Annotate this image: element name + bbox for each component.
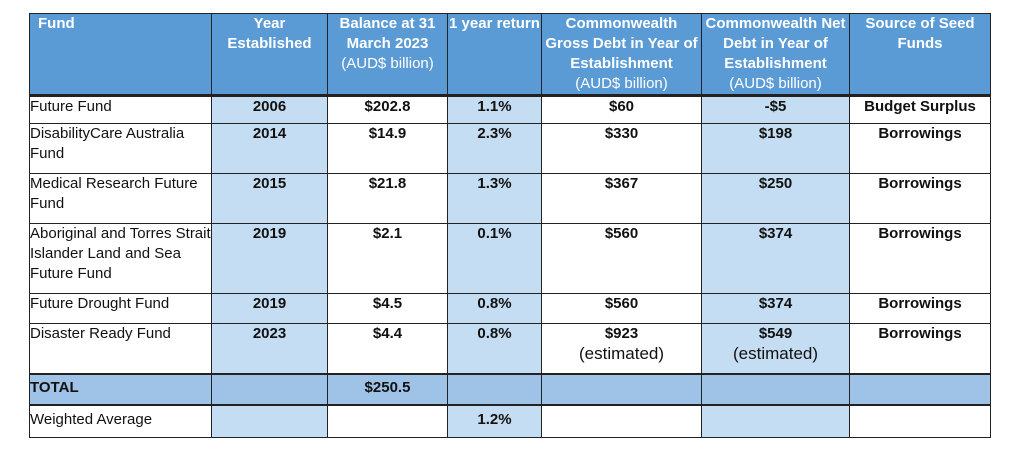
cell-net-debt: $374: [701, 293, 850, 324]
cell-source: Borrowings: [849, 123, 991, 174]
cell-balance: $14.9: [327, 123, 448, 174]
cell-year: 2019: [211, 293, 328, 324]
cell-balance: $21.8: [327, 173, 448, 224]
cell-year: 2006: [211, 95, 328, 124]
total-row: TOTAL $250.5: [29, 372, 991, 406]
cell-gross-debt: $367: [541, 173, 702, 224]
gross-debt-value: $923: [604, 325, 639, 342]
cell-fund: Disaster Ready Fund: [29, 323, 212, 374]
cell-balance: $4.4: [327, 323, 448, 374]
weighted-balance-empty: [327, 404, 448, 438]
weighted-label: Weighted Average: [29, 404, 212, 438]
cell-source: Borrowings: [849, 293, 991, 324]
header-net-unit: (AUD$ billion): [729, 75, 822, 92]
cell-net-debt: $374: [701, 223, 850, 294]
table-row: Future Fund 2006 $202.8 1.1% $60 -$5 Bud…: [29, 95, 991, 124]
net-debt-value: $549: [758, 325, 793, 342]
cell-return: 1.1%: [447, 95, 542, 124]
total-year-empty: [211, 372, 328, 406]
weighted-gross-empty: [541, 404, 702, 438]
header-net-debt: Commonwealth Net Debt in Year of Establi…: [701, 13, 850, 96]
cell-net-debt: $250: [701, 173, 850, 224]
header-balance: Balance at 31 March 2023 (AUD$ billion): [327, 13, 448, 96]
net-debt-note: (estimated): [732, 344, 819, 363]
weighted-net-empty: [701, 404, 850, 438]
table-header: Fund Year Established Balance at 31 Marc…: [29, 13, 991, 96]
cell-balance: $4.5: [327, 293, 448, 324]
header-net-label: Commonwealth Net Debt in Year of Establi…: [705, 15, 846, 72]
header-gross-debt: Commonwealth Gross Debt in Year of Estab…: [541, 13, 702, 96]
cell-source: Borrowings: [849, 323, 991, 374]
weighted-source-empty: [849, 404, 991, 438]
header-fund: Fund: [29, 13, 212, 96]
cell-return: 2.3%: [447, 123, 542, 174]
header-gross-label: Commonwealth Gross Debt in Year of Estab…: [545, 15, 698, 72]
table-row: Future Drought Fund 2019 $4.5 0.8% $560 …: [29, 293, 991, 324]
cell-fund: Future Drought Fund: [29, 293, 212, 324]
cell-balance: $202.8: [327, 95, 448, 124]
header-return: 1 year return: [447, 13, 542, 96]
cell-year: 2023: [211, 323, 328, 374]
cell-gross-debt: $923 (estimated): [541, 323, 702, 374]
cell-return: 0.8%: [447, 293, 542, 324]
weighted-average-row: Weighted Average 1.2%: [29, 404, 991, 438]
total-source-empty: [849, 372, 991, 406]
cell-fund: Aboriginal and Torres Strait Islander La…: [29, 223, 212, 294]
cell-balance: $2.1: [327, 223, 448, 294]
cell-return: 0.8%: [447, 323, 542, 374]
cell-year: 2019: [211, 223, 328, 294]
cell-year: 2015: [211, 173, 328, 224]
cell-fund: Medical Research Future Fund: [29, 173, 212, 224]
cell-year: 2014: [211, 123, 328, 174]
funds-table: Fund Year Established Balance at 31 Marc…: [29, 13, 991, 438]
total-label: TOTAL: [29, 372, 212, 406]
gross-debt-note: (estimated): [578, 344, 665, 363]
cell-return: 0.1%: [447, 223, 542, 294]
header-balance-label: Balance at 31 March 2023: [339, 15, 436, 52]
total-balance: $250.5: [327, 372, 448, 406]
cell-source: Budget Surplus: [849, 95, 991, 124]
header-source: Source of Seed Funds: [849, 13, 991, 96]
cell-return: 1.3%: [447, 173, 542, 224]
table-row: DisabilityCare Australia Fund 2014 $14.9…: [29, 123, 991, 174]
cell-net-debt: $198: [701, 123, 850, 174]
cell-source: Borrowings: [849, 173, 991, 224]
total-net-empty: [701, 372, 850, 406]
table-row: Aboriginal and Torres Strait Islander La…: [29, 223, 991, 294]
cell-source: Borrowings: [849, 223, 991, 294]
cell-gross-debt: $560: [541, 223, 702, 294]
weighted-year-empty: [211, 404, 328, 438]
header-balance-unit: (AUD$ billion): [341, 55, 434, 72]
header-gross-unit: (AUD$ billion): [575, 75, 668, 92]
cell-gross-debt: $60: [541, 95, 702, 124]
cell-gross-debt: $330: [541, 123, 702, 174]
table-row: Medical Research Future Fund 2015 $21.8 …: [29, 173, 991, 224]
weighted-return: 1.2%: [447, 404, 542, 438]
total-return-empty: [447, 372, 542, 406]
cell-net-debt: $549 (estimated): [701, 323, 850, 374]
header-year: Year Established: [211, 13, 328, 96]
cell-fund: DisabilityCare Australia Fund: [29, 123, 212, 174]
cell-net-debt: -$5: [701, 95, 850, 124]
table-row: Disaster Ready Fund 2023 $4.4 0.8% $923 …: [29, 323, 991, 374]
cell-fund: Future Fund: [29, 95, 212, 124]
cell-gross-debt: $560: [541, 293, 702, 324]
total-gross-empty: [541, 372, 702, 406]
